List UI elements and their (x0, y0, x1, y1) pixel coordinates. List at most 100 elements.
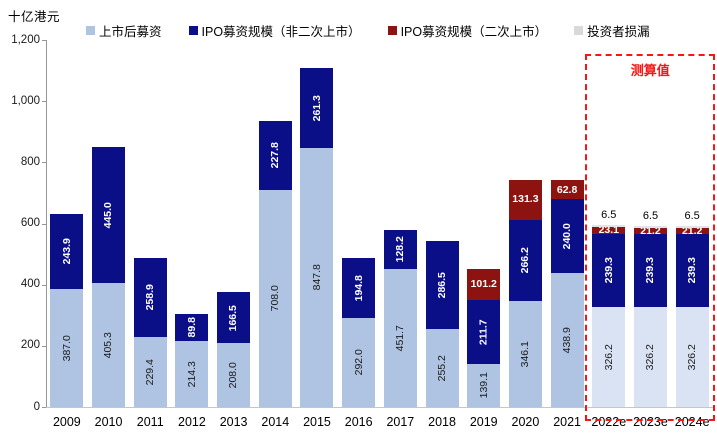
legend-swatch (188, 26, 198, 35)
bar-segment: 101.2 (467, 268, 501, 300)
y-tick-mark (42, 223, 46, 225)
bar-value-label: 229.4 (143, 358, 156, 386)
x-tick-label: 2015 (303, 415, 331, 429)
x-tick-label: 2022e (591, 415, 627, 429)
bar-value-label: 139.1 (477, 372, 490, 399)
bar-segment: 346.1 (508, 301, 542, 407)
bar-segment: 438.9 (550, 272, 584, 407)
bar-2012: 214.3 89.8 (171, 40, 213, 407)
bar-segment: 261.3 (300, 67, 334, 148)
bar-value-label: 89.8 (185, 317, 198, 338)
y-tick-label: 200 (20, 339, 40, 352)
x-tick-label: 2024e (674, 415, 710, 429)
bar-value-label-above: 6.5 (642, 209, 659, 222)
bar-segment: 405.3 (92, 283, 126, 407)
bar-value-label: 438.9 (560, 326, 573, 354)
y-axis-line (46, 40, 47, 407)
bar-segment: 128.2 (383, 229, 417, 269)
bar-segment: 286.5 (425, 241, 459, 329)
bar-segment (633, 225, 667, 228)
bar-value-label: 131.3 (512, 193, 539, 206)
bar-value-label: 239.3 (685, 257, 698, 284)
bar-segment: 131.3 (508, 179, 542, 220)
bar-value-label: 326.2 (685, 343, 698, 371)
bar-value-label: 847.8 (310, 264, 323, 291)
bar-value-label: 326.2 (644, 343, 657, 371)
y-tick-label: 600 (20, 217, 40, 229)
legend-label: 上市后募资 (99, 25, 162, 39)
bar-value-label: 214.3 (185, 361, 198, 388)
bar-value-label: 211.7 (477, 319, 490, 345)
bar-segment: 708.0 (258, 190, 292, 407)
bar-value-label: 243.9 (60, 238, 73, 265)
legend-swatch (387, 26, 397, 35)
y-tick-label: 1,000 (11, 94, 40, 107)
bar-value-label-above: 6.5 (601, 209, 617, 221)
bar-segment: 243.9 (50, 214, 84, 289)
x-tick-label: 2020 (511, 415, 540, 429)
legend-item-3: 投资者损漏 (574, 21, 650, 40)
bar-segment: 214.3 (175, 341, 209, 407)
x-tick-label: 2009 (52, 415, 81, 429)
bar-value-label: 286.5 (435, 272, 448, 299)
bar-value-label: 451.7 (394, 324, 407, 352)
bar-value-label: 21.2 (640, 224, 661, 237)
bar-segment: 21.2 (633, 224, 667, 237)
bar-segment: 266.2 (508, 219, 542, 302)
x-axis-line (46, 407, 713, 408)
bar-segment: 240.0 (550, 199, 584, 273)
bar-segment: 387.0 (50, 288, 84, 407)
bar-2013: 208.0 166.5 (213, 40, 255, 407)
x-tick-label: 2023e (633, 415, 668, 429)
axis-unit-label: 十亿港元 (8, 10, 61, 24)
bar-2011: 229.4 258.9 (129, 40, 171, 407)
bar-value-label: 387.0 (60, 334, 73, 361)
bar-2021: 438.9 240.0 62.8 (546, 40, 588, 407)
bar-2010: 405.3 445.0 (88, 40, 130, 407)
bar-value-label: 255.2 (435, 354, 448, 382)
bar-2022e: 326.2 239.3 23.1 6.5 (588, 40, 630, 407)
bar-value-label-above: 6.5 (684, 209, 700, 222)
bar-value-label: 326.2 (602, 343, 615, 371)
y-tick-label: 400 (20, 278, 40, 291)
x-tick-label: 2021 (553, 415, 581, 429)
y-tick-mark (42, 162, 46, 164)
bar-value-label: 227.8 (269, 142, 282, 169)
bar-2015: 847.8 261.3 (296, 40, 338, 407)
legend-item-2: IPO募资规模（二次上市） (387, 21, 548, 40)
x-tick-label: 2012 (178, 415, 206, 429)
bar-segment: 89.8 (175, 314, 209, 342)
x-tick-label: 2017 (386, 415, 415, 429)
x-tick-label: 2019 (469, 415, 498, 429)
bar-segment: 326.2 (592, 307, 626, 407)
bar-segment: 255.2 (425, 328, 459, 407)
bar-2018: 255.2 286.5 (421, 40, 463, 407)
y-tick-mark (42, 284, 46, 286)
bar-value-label: 346.1 (519, 340, 532, 368)
y-tick-label: 0 (33, 400, 40, 413)
bar-segment: 139.1 (467, 364, 501, 407)
bar-value-label: 261.3 (310, 94, 323, 121)
x-tick-label: 2018 (428, 415, 456, 429)
legend-label: IPO募资规模（二次上市） (400, 25, 548, 39)
legend-label: 投资者损漏 (587, 25, 650, 39)
bar-segment: 229.4 (133, 336, 167, 407)
y-tick-mark (42, 345, 46, 347)
y-tick-mark (42, 101, 46, 103)
bar-segment: 166.5 (217, 292, 251, 344)
y-tick-label: 1,200 (11, 33, 40, 46)
y-tick-label: 800 (20, 155, 40, 168)
bar-segment: 258.9 (133, 257, 167, 337)
bar-segment: 208.0 (217, 343, 251, 407)
legend-swatch (86, 26, 95, 35)
bar-segment: 23.1 (592, 225, 626, 235)
bar-value-label: 128.2 (394, 236, 407, 263)
bar-2019: 139.1 211.7 101.2 (463, 40, 505, 407)
x-tick-label: 2011 (136, 415, 164, 429)
bar-segment: 62.8 (550, 180, 584, 200)
bar-value-label: 239.3 (602, 257, 615, 284)
bar-2017: 451.7 128.2 (380, 40, 422, 407)
bar-value-label: 194.8 (352, 274, 365, 302)
